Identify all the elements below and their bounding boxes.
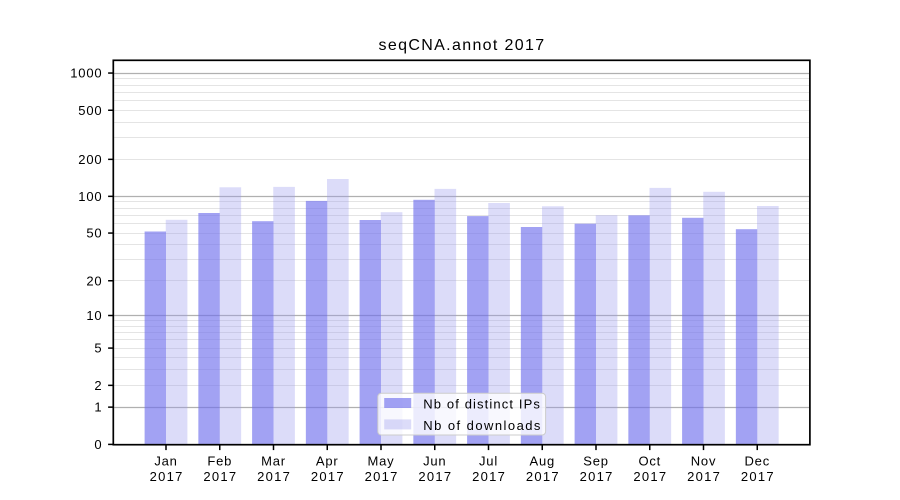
svg-text:Nb of distinct IPs: Nb of distinct IPs: [423, 396, 541, 411]
svg-text:Oct: Oct: [638, 454, 661, 469]
svg-text:500: 500: [78, 103, 102, 118]
svg-text:2017: 2017: [150, 469, 184, 484]
svg-text:Nb of downloads: Nb of downloads: [423, 418, 542, 433]
svg-text:May: May: [368, 454, 395, 469]
svg-text:2017: 2017: [580, 469, 614, 484]
svg-text:20: 20: [86, 273, 102, 288]
svg-text:1000: 1000: [70, 66, 102, 81]
svg-text:2017: 2017: [257, 469, 291, 484]
svg-text:2017: 2017: [203, 469, 237, 484]
svg-text:200: 200: [78, 152, 102, 167]
svg-text:2: 2: [94, 378, 102, 393]
svg-text:50: 50: [86, 226, 102, 241]
svg-text:Jul: Jul: [479, 454, 498, 469]
svg-text:Feb: Feb: [207, 454, 232, 469]
svg-text:2017: 2017: [687, 469, 721, 484]
svg-text:1: 1: [94, 400, 102, 415]
svg-text:Dec: Dec: [744, 454, 770, 469]
svg-text:2017: 2017: [472, 469, 506, 484]
svg-text:Jan: Jan: [154, 454, 177, 469]
svg-text:100: 100: [78, 189, 102, 204]
svg-text:Mar: Mar: [261, 454, 286, 469]
svg-text:5: 5: [94, 341, 102, 356]
svg-text:2017: 2017: [633, 469, 667, 484]
svg-text:seqCNA.annot 2017: seqCNA.annot 2017: [378, 37, 545, 54]
svg-text:Aug: Aug: [529, 454, 555, 469]
svg-text:2017: 2017: [526, 469, 560, 484]
svg-text:Sep: Sep: [583, 454, 609, 469]
svg-text:Nov: Nov: [691, 454, 717, 469]
svg-text:0: 0: [94, 437, 102, 452]
svg-text:2017: 2017: [741, 469, 775, 484]
svg-text:2017: 2017: [311, 469, 345, 484]
svg-text:2017: 2017: [365, 469, 399, 484]
svg-text:Jun: Jun: [423, 454, 446, 469]
svg-text:Apr: Apr: [316, 454, 339, 469]
svg-text:10: 10: [86, 308, 102, 323]
svg-text:2017: 2017: [418, 469, 452, 484]
